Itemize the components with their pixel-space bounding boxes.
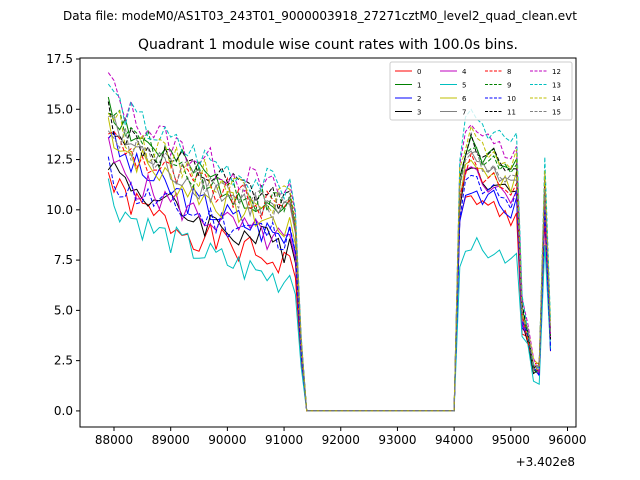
series-line-7 bbox=[108, 114, 551, 412]
legend-label-6: 6 bbox=[462, 95, 467, 103]
x-tick-label: 89000 bbox=[152, 433, 190, 447]
suptitle: Data file: modeM0/AS1T03_243T01_90000039… bbox=[63, 9, 577, 23]
y-tick-label: 0.0 bbox=[54, 404, 73, 418]
legend-label-13: 13 bbox=[552, 82, 561, 90]
legend-label-7: 7 bbox=[462, 109, 466, 117]
legend-label-8: 8 bbox=[507, 68, 511, 76]
x-tick-label: 93000 bbox=[378, 433, 416, 447]
axes-frame bbox=[79, 57, 577, 428]
y-tick-label: 7.5 bbox=[54, 253, 73, 267]
y-tick-label: 10.0 bbox=[46, 203, 73, 217]
x-tick-label: 96000 bbox=[548, 433, 586, 447]
y-tick-label: 2.5 bbox=[54, 354, 73, 368]
legend-label-0: 0 bbox=[417, 68, 421, 76]
series-line-11 bbox=[107, 101, 551, 412]
x-tick-label: 92000 bbox=[322, 433, 360, 447]
series-line-12 bbox=[107, 72, 551, 412]
x-axis-offset-label: +3.402e8 bbox=[516, 455, 575, 469]
x-tick-label: 90000 bbox=[208, 433, 246, 447]
legend-label-9: 9 bbox=[507, 82, 511, 90]
series-line-5 bbox=[107, 178, 551, 412]
x-tick-label: 94000 bbox=[435, 433, 473, 447]
legend-label-3: 3 bbox=[417, 109, 421, 117]
x-axis: 88000 89000 90000 91000 92000 93000 94000 95000… bbox=[95, 427, 587, 447]
legend-label-10: 10 bbox=[507, 95, 516, 103]
legend-label-15: 15 bbox=[552, 109, 561, 117]
series-line-15 bbox=[107, 127, 551, 412]
x-tick-label: 91000 bbox=[265, 433, 303, 447]
series-line-13 bbox=[107, 83, 551, 412]
legend-label-5: 5 bbox=[462, 82, 466, 90]
y-tick-label: 17.5 bbox=[46, 52, 73, 66]
series-line-6 bbox=[107, 117, 551, 412]
legend-label-14: 14 bbox=[552, 95, 561, 103]
y-tick-label: 12.5 bbox=[46, 153, 73, 167]
y-axis: 0.0 2.5 5.0 7.5 10.0 12.5 15.0 17.5 bbox=[46, 52, 80, 418]
chart-title: Quadrant 1 module wise count rates with … bbox=[138, 37, 518, 53]
legend-label-2: 2 bbox=[417, 95, 421, 103]
x-tick-label: 88000 bbox=[95, 433, 133, 447]
series-line-0 bbox=[107, 172, 551, 412]
series-layer bbox=[107, 72, 551, 412]
legend-label-1: 1 bbox=[417, 82, 421, 90]
legend-label-12: 12 bbox=[552, 68, 561, 76]
legend-label-4: 4 bbox=[462, 68, 467, 76]
x-tick-label: 95000 bbox=[492, 433, 530, 447]
series-line-2 bbox=[107, 130, 551, 412]
y-tick-label: 5.0 bbox=[54, 303, 73, 317]
series-line-8 bbox=[108, 131, 551, 412]
y-tick-label: 15.0 bbox=[46, 102, 73, 116]
legend-label-11: 11 bbox=[507, 109, 516, 117]
legend-box bbox=[389, 61, 573, 121]
